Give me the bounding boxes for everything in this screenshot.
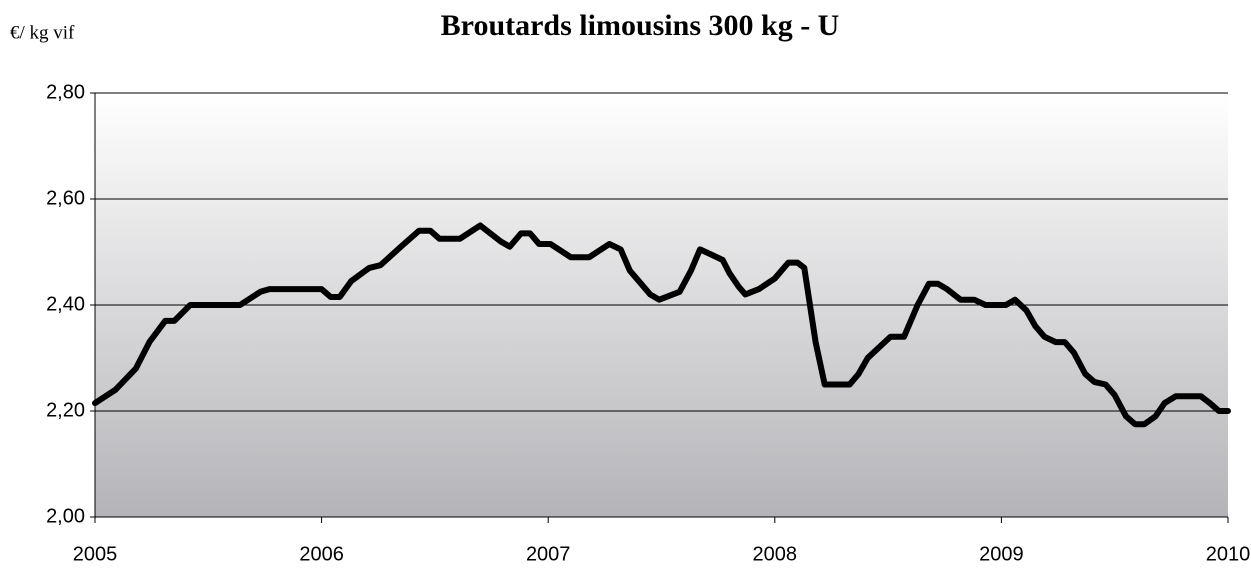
x-tick-label: 2010 <box>1206 543 1251 565</box>
x-tick-label: 2005 <box>73 543 118 565</box>
chart-title: Broutards limousins 300 kg - U <box>441 9 840 42</box>
y-axis-label: €/ kg vif <box>10 22 75 43</box>
data-line <box>92 222 1231 428</box>
x-tick-label: 2007 <box>526 543 571 565</box>
y-tick-label: 2,40 <box>46 293 85 315</box>
y-tick-label: 2,00 <box>46 505 85 527</box>
y-tick-label: 2,80 <box>46 81 85 103</box>
x-tick-label: 2006 <box>299 543 344 565</box>
y-tick-label: 2,20 <box>46 399 85 421</box>
x-tick-label: 2009 <box>979 543 1024 565</box>
y-tick-label: 2,60 <box>46 187 85 209</box>
x-tick-label: 2008 <box>753 543 798 565</box>
